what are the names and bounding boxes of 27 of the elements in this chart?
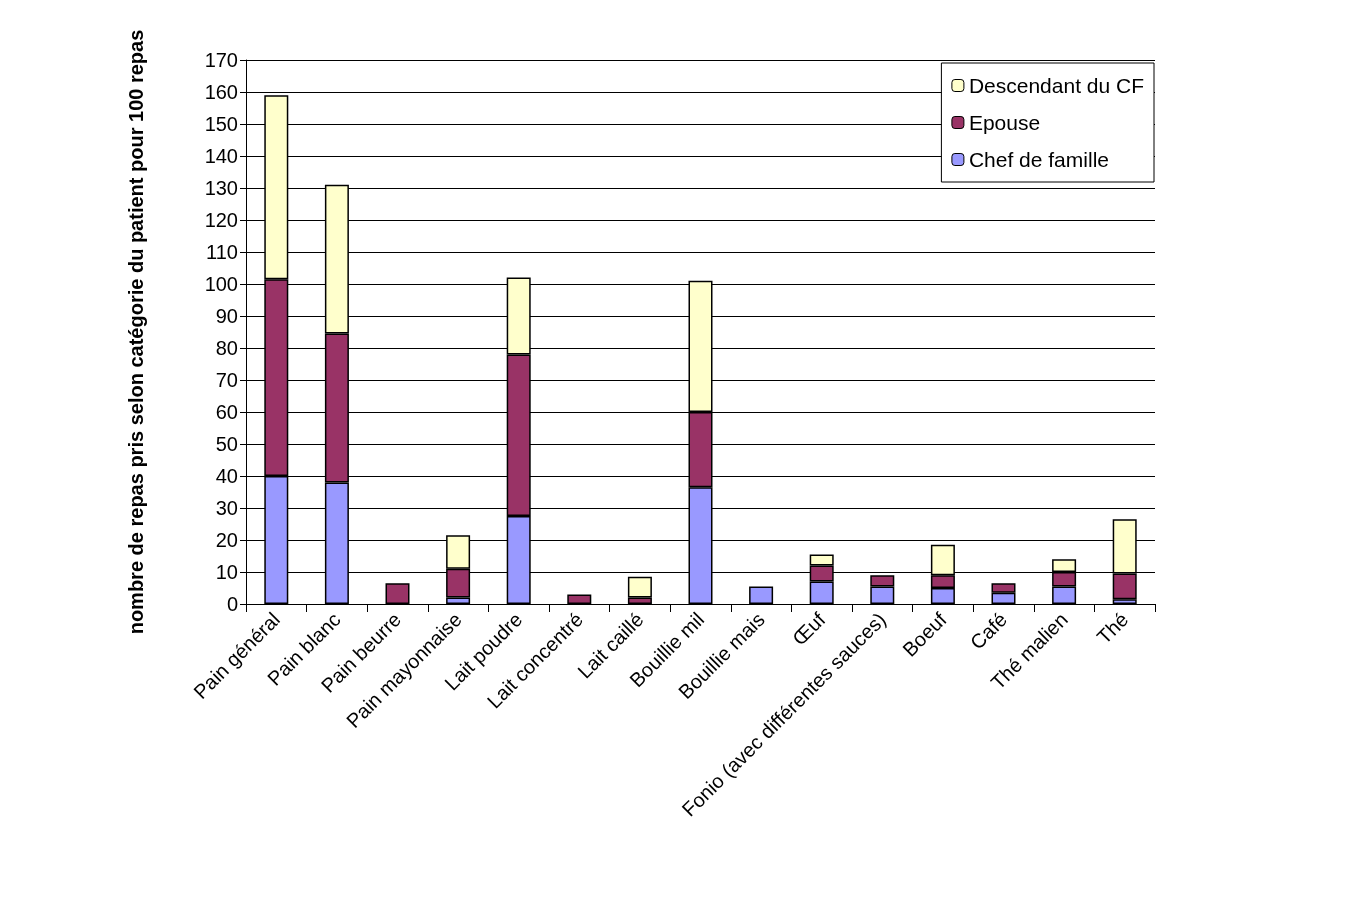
y-tick-label: 0 xyxy=(226,593,238,615)
bar xyxy=(567,594,592,604)
y-axis-title: nombre de repas pris selon catégorie du patient pour 100 repas xyxy=(125,29,147,635)
x-tick-label: Œuf xyxy=(788,607,830,650)
y-tick-label: 80 xyxy=(215,337,238,359)
y-tick-label: 40 xyxy=(215,465,238,487)
bar xyxy=(385,583,410,604)
y-tick-label: 30 xyxy=(215,497,238,519)
y-tick-label: 140 xyxy=(204,145,238,167)
legend-label: Chef de famille xyxy=(968,148,1109,171)
y-tick-label: 130 xyxy=(204,177,238,199)
y-tick-label: 20 xyxy=(215,529,238,551)
y-tick-label: 90 xyxy=(215,305,238,327)
y-tick-label: 170 xyxy=(204,49,238,71)
y-tick-label: 70 xyxy=(215,369,238,391)
y-tick-label: 120 xyxy=(204,209,238,231)
y-tick-label: 110 xyxy=(206,241,238,263)
y-tick-label: 150 xyxy=(204,113,238,135)
y-tick-label: 100 xyxy=(204,273,238,295)
x-tick-label: Thé xyxy=(1092,608,1133,649)
y-tick-label: 160 xyxy=(204,81,238,103)
y-tick-label: 10 xyxy=(215,561,238,583)
legend-label: Epouse xyxy=(968,111,1041,134)
bar xyxy=(749,586,774,604)
legend-label: Descendant du CF xyxy=(968,74,1145,97)
y-tick-label: 60 xyxy=(215,401,238,423)
y-tick-label: 50 xyxy=(215,433,238,455)
